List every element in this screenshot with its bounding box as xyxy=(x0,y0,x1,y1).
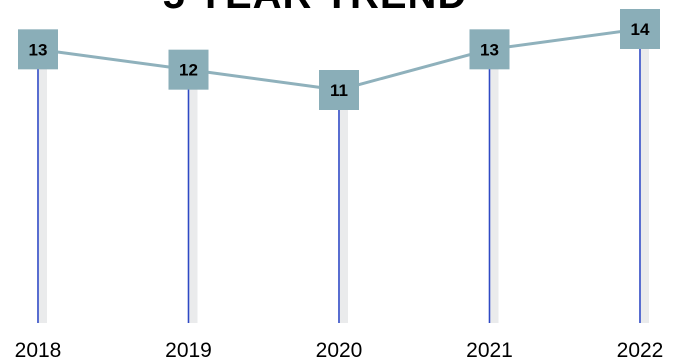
x-tick-label: 2020 xyxy=(316,339,363,362)
data-label: 14 xyxy=(631,20,650,39)
drop-line-shadow xyxy=(490,49,499,323)
data-point-marker xyxy=(168,49,209,90)
x-tick-labels: 2018 2019 2020 2021 2022 xyxy=(15,339,664,362)
data-point-marker xyxy=(469,29,510,70)
data-label: 11 xyxy=(330,81,348,100)
drop-line-shadow xyxy=(641,29,649,323)
x-tick-label: 2021 xyxy=(466,339,513,362)
data-point-marker xyxy=(18,29,58,70)
drop-lines xyxy=(37,29,641,323)
drop-line-shadow xyxy=(189,69,198,324)
data-point-marker xyxy=(620,9,660,49)
drop-line-shadow xyxy=(39,49,47,323)
data-label: 13 xyxy=(29,40,48,59)
data-labels: 13 12 11 13 14 xyxy=(29,20,650,100)
drop-line-shadows xyxy=(39,29,649,324)
x-tick-label: 2022 xyxy=(617,339,664,362)
x-tick-label: 2018 xyxy=(15,339,62,362)
chart-title: 5 YEAR TREND xyxy=(163,0,468,17)
drop-line-shadow xyxy=(340,90,348,323)
data-point-marker xyxy=(319,70,359,110)
data-markers xyxy=(18,9,660,110)
x-tick-label: 2019 xyxy=(165,339,212,362)
data-label: 13 xyxy=(480,40,499,59)
data-label: 12 xyxy=(179,61,198,80)
